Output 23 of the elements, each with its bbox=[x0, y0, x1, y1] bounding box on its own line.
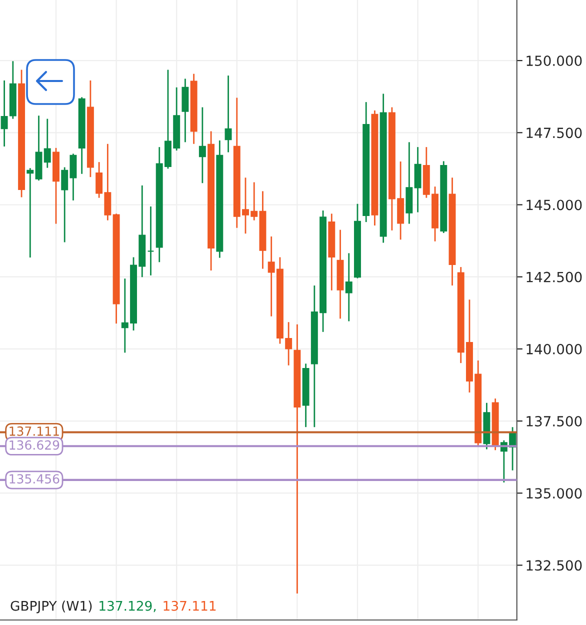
y-tick-label: 137.500 bbox=[526, 416, 582, 426]
annotation: 137.111 bbox=[164, 600, 216, 611]
candlestick bbox=[345, 252, 352, 322]
candlestick bbox=[182, 78, 189, 143]
y-tick-label: 142.500 bbox=[526, 272, 582, 282]
y-tick-label: 140.000 bbox=[526, 344, 582, 354]
ref-line-label: 135.456 bbox=[10, 474, 60, 484]
candlestick bbox=[0, 80, 8, 148]
y-tick-label: 145.000 bbox=[526, 200, 582, 210]
y-tick-label: 132.500 bbox=[526, 560, 582, 571]
candlestick bbox=[198, 106, 206, 184]
candlestick bbox=[224, 74, 232, 153]
ref-line-label: 136.629 bbox=[10, 440, 60, 450]
ref-line-label: 137.111 bbox=[10, 426, 59, 436]
y-tick-label: 147.500 bbox=[526, 128, 582, 138]
candlestick bbox=[26, 167, 34, 258]
y-tick-label: 150.000 bbox=[526, 56, 582, 66]
annotation: GBPJPY (W1) bbox=[10, 600, 92, 614]
candlestick bbox=[414, 146, 422, 213]
candlestick bbox=[147, 206, 154, 276]
annotation: 137.129, bbox=[100, 600, 156, 612]
y-tick-label: 135.000 bbox=[526, 488, 582, 499]
candlestick bbox=[44, 118, 51, 169]
